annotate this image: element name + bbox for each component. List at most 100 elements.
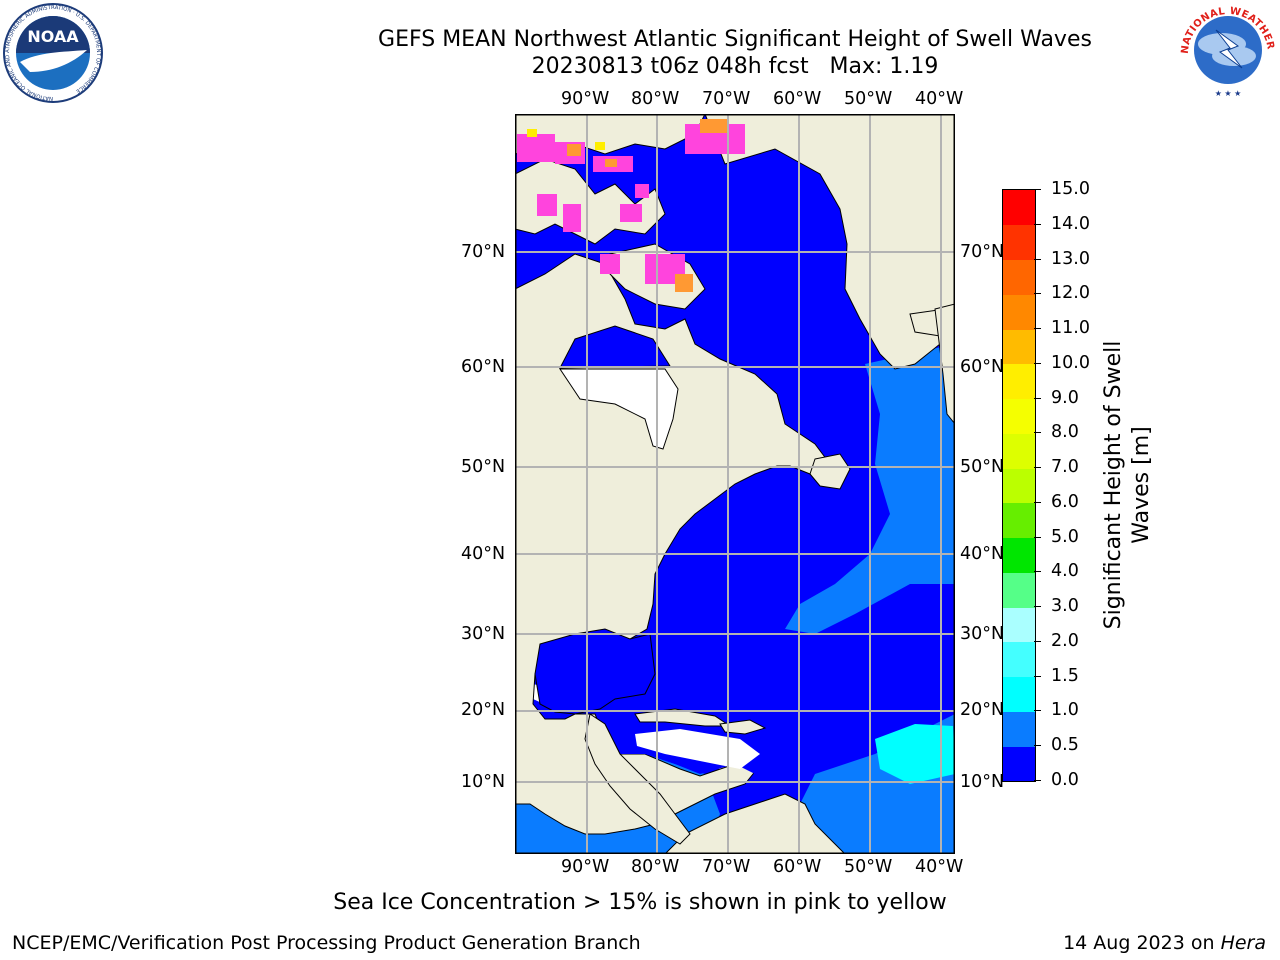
lat-label-left: 20°N [461,700,506,720]
colorbar-bin [1003,363,1035,400]
lon-label-bottom: 50°W [844,857,893,877]
map-gridlines [515,114,955,854]
colorbar-bin [1003,329,1035,365]
chart-subtitle: 20230813 t06z 048h fcst Max: 1.19 [531,54,939,79]
colorbar-tick-mark [1034,293,1041,295]
swell-zone-high [875,724,955,784]
colorbar-tick-label: 15.0 [1051,179,1090,199]
colorbar-label: Significant Height of Swell Waves [m] [1101,340,1154,630]
lat-label-right: 30°N [960,624,1005,644]
lon-label-top: 40°W [915,89,964,109]
lat-label-right: 40°N [960,544,1005,564]
lat-label-right: 60°N [960,357,1005,377]
colorbar-tick-mark [1034,362,1041,364]
colorbar-bin [1003,433,1035,469]
lon-label-bottom: 40°W [915,857,964,877]
footer-credit: NCEP/EMC/Verification Post Processing Pr… [12,932,641,954]
newfoundland [809,453,851,490]
lon-label-bottom: 60°W [773,857,822,877]
colorbar-tick-mark [1034,606,1041,608]
colorbar-tick-label: 11.0 [1051,318,1090,339]
lat-label-right: 20°N [960,700,1005,720]
colorbar-tick-label: 7.0 [1051,457,1079,478]
colorbar-bin [1003,259,1035,295]
colorbar-tick-mark [1034,536,1041,538]
colorbar-bin [1003,746,1035,782]
lat-label-right: 70°N [960,242,1005,262]
colorbar-tick-label: 13.0 [1051,248,1090,269]
lat-label-left: 10°N [461,772,506,792]
colorbar-bin [1003,398,1035,434]
lon-label-top: 50°W [844,89,893,109]
colorbar-tick-label: 1.5 [1051,665,1079,686]
colorbar-bin [1003,190,1035,226]
colorbar-bin [1003,502,1035,539]
footer-date: 14 Aug 2023 on Hera [1063,932,1266,954]
lon-label-top: 90°W [561,89,610,109]
colorbar-tick-mark [1034,189,1041,190]
lon-label-bottom: 90°W [561,857,610,877]
colorbar-tick-mark [1034,397,1041,399]
lon-label-top: 70°W [702,89,751,109]
colorbar-tick-mark [1034,258,1041,260]
lat-label-left: 60°N [461,357,506,377]
colorbar-tick-label: 6.0 [1051,491,1079,512]
colorbar-ticks: 15.0 14.0 13.0 12.0 11.0 10.0 9.0 8.0 7.0 6.0 5.0 4… [1034,179,1104,790]
sea-ice-overlay [517,119,745,292]
colorbar-tick-mark [1034,501,1041,503]
colorbar-bin [1003,676,1035,712]
colorbar-tick-label: 4.0 [1051,561,1079,582]
colorbar-tick-label: 12.0 [1051,283,1090,304]
lon-label-bottom: 80°W [631,857,680,877]
colorbar-bin [1003,224,1035,260]
lon-label-top: 80°W [631,89,680,109]
footer-date-text: 14 Aug 2023 on [1063,932,1221,954]
nws-logo: NATIONAL WEATHER SERVICE ★ ★ ★ [1172,0,1280,104]
colorbar-tick-mark [1034,710,1041,712]
noaa-logo: NOAA NATIONAL OCEANIC AND ATMOSPHERIC AD… [2,2,104,104]
colorbar-tick-mark [1034,675,1041,677]
colorbar-bin [1003,607,1035,643]
colorbar-bin [1003,468,1035,504]
colorbar-tick-mark [1034,745,1041,747]
lon-label-bottom: 70°W [702,857,751,877]
colorbar-tick-label: 8.0 [1051,422,1079,443]
colorbar-tick-mark [1034,571,1041,573]
colorbar-tick-mark [1034,467,1041,469]
chart-title: GEFS MEAN Northwest Atlantic Significant… [378,27,1092,52]
sea-ice-note: Sea Ice Concentration > 15% is shown in … [333,890,947,915]
colorbar-tick-label: 1.0 [1051,700,1079,721]
colorbar-bin [1003,641,1035,678]
colorbar-bin [1003,572,1035,608]
colorbar-tick-mark [1034,432,1041,434]
colorbar-tick-label: 0.5 [1051,735,1079,756]
colorbar-tick-mark [1034,328,1041,330]
svg-text:★ ★ ★: ★ ★ ★ [1215,89,1242,98]
colorbar-tick-label: 5.0 [1051,526,1079,547]
arctic-islands [515,158,666,245]
map-panel [514,113,956,855]
colorbar-tick-label: 10.0 [1051,352,1090,373]
gulf-of-mexico [534,628,656,715]
lat-label-right: 50°N [960,457,1005,477]
footer-machine: Hera [1220,932,1266,954]
lat-label-left: 50°N [461,457,506,477]
noaa-logo-text: NOAA [27,27,79,46]
colorbar-tick-label: 14.0 [1051,213,1090,234]
colorbar-bin [1003,294,1035,330]
colorbar-tick-mark [1034,780,1041,781]
colorbar-tick-label: 3.0 [1051,596,1079,617]
lat-label-right: 10°N [960,772,1005,792]
lat-label-left: 30°N [461,624,506,644]
colorbar-tick-label: 0.0 [1051,770,1079,790]
colorbar-bin [1003,711,1035,747]
lat-label-left: 70°N [461,242,506,262]
colorbar-tick-label: 9.0 [1051,387,1079,408]
lon-label-top: 60°W [773,89,822,109]
colorbar-tick-mark [1034,640,1041,642]
colorbar-tick-label: 2.0 [1051,630,1079,651]
greenland-land [704,114,955,370]
colorbar [1002,189,1036,782]
colorbar-bin [1003,537,1035,573]
lat-label-left: 40°N [461,544,506,564]
